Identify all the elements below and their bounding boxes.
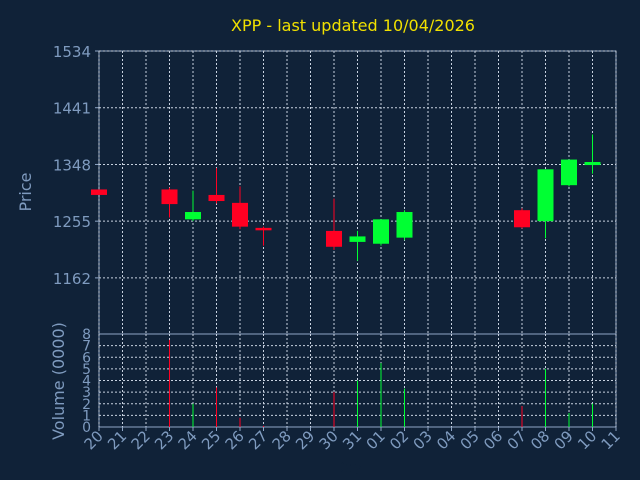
volume-tick-label: 3 bbox=[82, 385, 91, 401]
candle-body bbox=[208, 194, 225, 202]
candle-body bbox=[373, 219, 389, 244]
price-tick-label: 1534 bbox=[53, 43, 91, 61]
volume-tick-label: 0 bbox=[82, 420, 91, 436]
volume-tick-label: 2 bbox=[82, 397, 91, 413]
volume-tick-label: 5 bbox=[82, 362, 91, 378]
candle-body bbox=[255, 227, 272, 231]
price-axis-label: Price bbox=[16, 172, 35, 211]
volume-tick-label: 1 bbox=[82, 408, 91, 424]
candle-body bbox=[326, 230, 342, 247]
candle-body bbox=[91, 189, 107, 195]
volume-tick-label: 4 bbox=[82, 374, 91, 390]
price-tick-label: 1441 bbox=[53, 100, 91, 118]
price-tick-label: 1255 bbox=[53, 213, 91, 231]
candle-body bbox=[161, 189, 178, 205]
candle-body bbox=[185, 212, 201, 220]
x-axis-label: Day bbox=[334, 460, 362, 476]
price-panel: 1162 1255 1348 1441 1534 bbox=[53, 43, 617, 335]
candle-body bbox=[584, 162, 601, 166]
candle-body bbox=[561, 159, 577, 186]
candle-body bbox=[537, 169, 554, 222]
volume-tick-label: 6 bbox=[82, 350, 91, 366]
candle-body bbox=[514, 210, 530, 228]
price-tick-label: 1162 bbox=[53, 270, 91, 288]
candle-body bbox=[396, 212, 413, 238]
chart-title: XPP - last updated 10/04/2026 bbox=[231, 16, 475, 35]
candle-body bbox=[349, 236, 366, 242]
candle-body bbox=[232, 202, 248, 227]
price-tick-label: 1348 bbox=[53, 156, 91, 174]
volume-axis-label: Volume (0000) bbox=[49, 322, 68, 440]
volume-tick-label: 7 bbox=[82, 339, 91, 355]
x-axis: 2021222324252627282930310102030405060708… bbox=[81, 427, 624, 453]
volume-tick-label: 8 bbox=[82, 327, 91, 343]
